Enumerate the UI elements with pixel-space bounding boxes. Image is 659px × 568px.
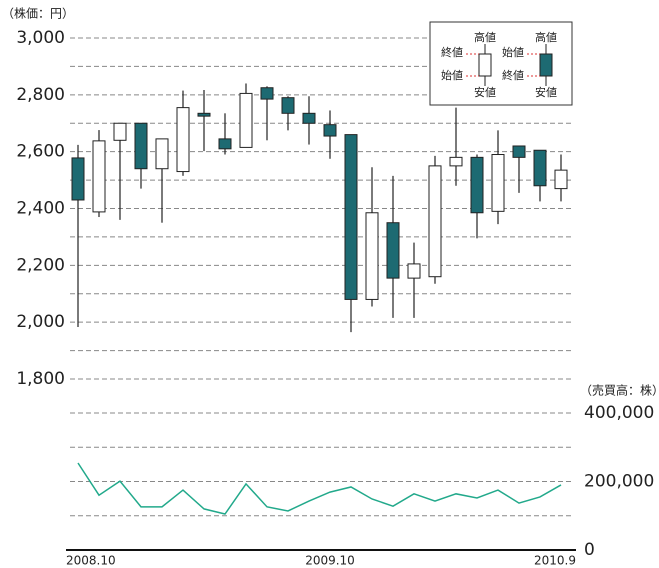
legend-label: 終値 [441, 45, 463, 59]
candle-body [113, 122, 127, 141]
price-axis-label: （株価：円） [2, 6, 74, 21]
y-tick-label: 0 [584, 540, 595, 560]
candle-body [155, 138, 169, 170]
legend-label: 高値 [474, 30, 496, 44]
candle-body [71, 157, 85, 201]
y-tick-label: 200,000 [584, 472, 654, 492]
candle-body [239, 92, 253, 148]
candle-body [470, 156, 484, 214]
legend-label: 安値 [535, 85, 557, 99]
candle-body [449, 156, 463, 167]
y-tick-label: 1,800 [16, 369, 65, 389]
legend-label: 始値 [441, 68, 463, 82]
y-tick-label: 3,000 [16, 28, 65, 48]
volume-axis-label: （売買高：株） [580, 383, 659, 398]
legend-label: 始値 [502, 45, 524, 59]
legend-up-body [478, 53, 492, 77]
candle-body [302, 112, 316, 124]
x-tick-label: 2008.10 [66, 554, 116, 568]
candle-body [554, 169, 568, 190]
candle-body [134, 122, 148, 170]
x-tick-label: 2010.9 [534, 554, 576, 568]
candle-body [176, 107, 190, 173]
candle-body [365, 212, 379, 300]
y-tick-label: 2,800 [16, 85, 65, 105]
candle-body [512, 145, 526, 158]
candle-body [281, 97, 295, 114]
legend-label: 高値 [535, 30, 557, 44]
y-tick-label: 2,600 [16, 142, 65, 162]
legend-label: 終値 [502, 68, 524, 82]
candle-body [428, 165, 442, 278]
candle-body [491, 154, 505, 212]
y-tick-label: 2,200 [16, 255, 65, 275]
candle-body [323, 124, 337, 137]
y-tick-label: 2,400 [16, 199, 65, 219]
candle-body [407, 263, 421, 279]
legend-label: 安値 [474, 85, 496, 99]
legend: 高値 終値 始値 安値 高値 始値 終値 安値 [429, 21, 573, 106]
volume-line [77, 462, 562, 515]
legend-down-body [539, 53, 553, 77]
candle-body [533, 149, 547, 187]
candle-body [218, 138, 232, 150]
candle-body [386, 222, 400, 279]
y-tick-label: 400,000 [584, 403, 654, 423]
candle-body [260, 87, 274, 100]
x-tick-label: 2009.10 [305, 554, 355, 568]
y-tick-label: 2,000 [16, 312, 65, 332]
candle-body [92, 140, 106, 213]
candle-body [197, 112, 211, 117]
candle-body [344, 134, 358, 300]
